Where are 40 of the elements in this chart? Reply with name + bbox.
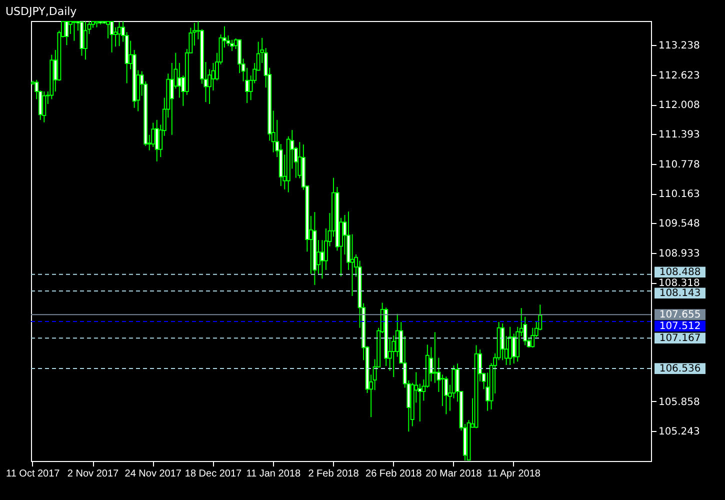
y-tick-label: 110.163 [658, 189, 700, 200]
y-tick-label: 108.318 [658, 278, 700, 290]
candlestick [72, 20, 76, 42]
x-tick-label: 26 Feb 2018 [366, 468, 422, 480]
candlestick [106, 20, 110, 39]
ref-line-label: 108.488 [659, 267, 701, 278]
y-tick-label: 111.393 [658, 130, 700, 141]
x-tick-label: 2 Nov 2017 [67, 468, 120, 480]
candlestick [444, 376, 448, 415]
y-tick-label: 105.243 [658, 426, 700, 438]
candlestick [64, 20, 69, 46]
candlestick [508, 326, 512, 366]
ref-line-label: 107.655 [659, 310, 701, 321]
y-tick-label: 110.778 [658, 159, 700, 170]
ref-line-label: 106.536 [659, 364, 701, 375]
candlestick [151, 122, 156, 148]
x-tick-label: 11 Apr 2018 [487, 468, 541, 480]
y-tick-label: 112.008 [658, 100, 700, 112]
y-tick-label: 105.858 [658, 396, 700, 408]
candlestick [154, 119, 159, 162]
x-tick-label: 24 Nov 2017 [124, 468, 182, 480]
candlestick [230, 39, 234, 52]
ref-line-label: 107.512 [659, 321, 701, 332]
x-tick-label: 11 Oct 2017 [6, 468, 60, 480]
ref-line-label: 108.143 [659, 288, 701, 300]
x-tick-label: 11 Jan 2018 [246, 468, 301, 480]
y-tick-label: 109.548 [658, 218, 700, 230]
candlestick [500, 323, 505, 361]
x-tick-label: 18 Dec 2017 [184, 468, 242, 480]
y-tick-label: 112.623 [658, 70, 700, 82]
chart-title: USDJPY,Daily [6, 4, 78, 18]
candlestick [320, 240, 324, 280]
y-tick-label: 108.933 [658, 248, 700, 260]
ref-line-label: 107.167 [659, 333, 701, 344]
candlestick [83, 20, 88, 60]
candlestick [42, 90, 46, 123]
x-tick-label: 20 Mar 2018 [426, 468, 482, 480]
x-tick-label: 2 Feb 2018 [308, 468, 360, 480]
candlestick [432, 332, 437, 384]
y-tick-label: 113.238 [658, 40, 700, 52]
